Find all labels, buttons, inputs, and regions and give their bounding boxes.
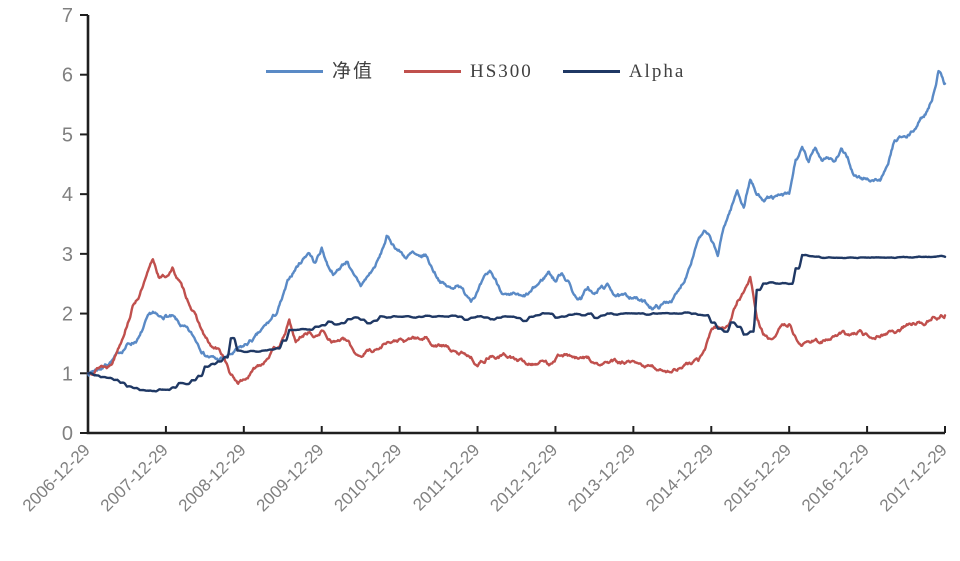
x-tick-label: 2012-12-29 xyxy=(486,440,561,515)
x-tick-label: 2015-12-29 xyxy=(720,440,795,515)
legend-swatch-hs300-line xyxy=(404,70,462,73)
x-tick-label: 2008-12-29 xyxy=(175,440,250,515)
x-tick-label: 2007-12-29 xyxy=(97,440,172,515)
y-tick-label: 5 xyxy=(62,124,73,146)
legend-item-alpha: Alpha xyxy=(562,61,686,82)
y-tick-label: 7 xyxy=(62,5,73,27)
y-tick-label: 3 xyxy=(62,244,73,266)
legend-label-nav: 净值 xyxy=(332,61,375,82)
axis-lines xyxy=(86,15,945,435)
series-line-alpha xyxy=(86,253,947,393)
series-line-hs300 xyxy=(86,258,947,385)
chart-legend: 净值 HS300 Alpha xyxy=(266,62,715,81)
y-tick-label: 6 xyxy=(62,65,73,87)
x-tick-label: 2009-12-29 xyxy=(253,440,328,515)
x-tick-label: 2016-12-29 xyxy=(798,440,873,515)
x-tick-label: 2017-12-29 xyxy=(876,440,951,515)
legend-swatch-nav-line xyxy=(266,70,323,73)
legend-label-hs300: HS300 xyxy=(470,61,533,82)
legend-item-nav: 净值 xyxy=(266,62,374,81)
legend-swatch-alpha-line xyxy=(562,70,620,73)
legend-label-alpha: Alpha xyxy=(628,61,686,82)
y-tick-label: 4 xyxy=(62,184,73,206)
x-tick-label: 2013-12-29 xyxy=(564,440,639,515)
x-tick-label: 2011-12-29 xyxy=(409,440,483,514)
y-tick-label: 1 xyxy=(62,363,73,385)
x-tick-label: 2010-12-29 xyxy=(331,440,406,515)
series-line-nav xyxy=(86,69,947,377)
legend-item-hs300: HS300 xyxy=(404,62,533,81)
y-tick-label: 2 xyxy=(62,304,73,326)
x-tick-label: 2006-12-29 xyxy=(19,440,94,515)
y-tick-label: 0 xyxy=(62,423,73,445)
x-tick-label: 2014-12-29 xyxy=(642,440,717,515)
